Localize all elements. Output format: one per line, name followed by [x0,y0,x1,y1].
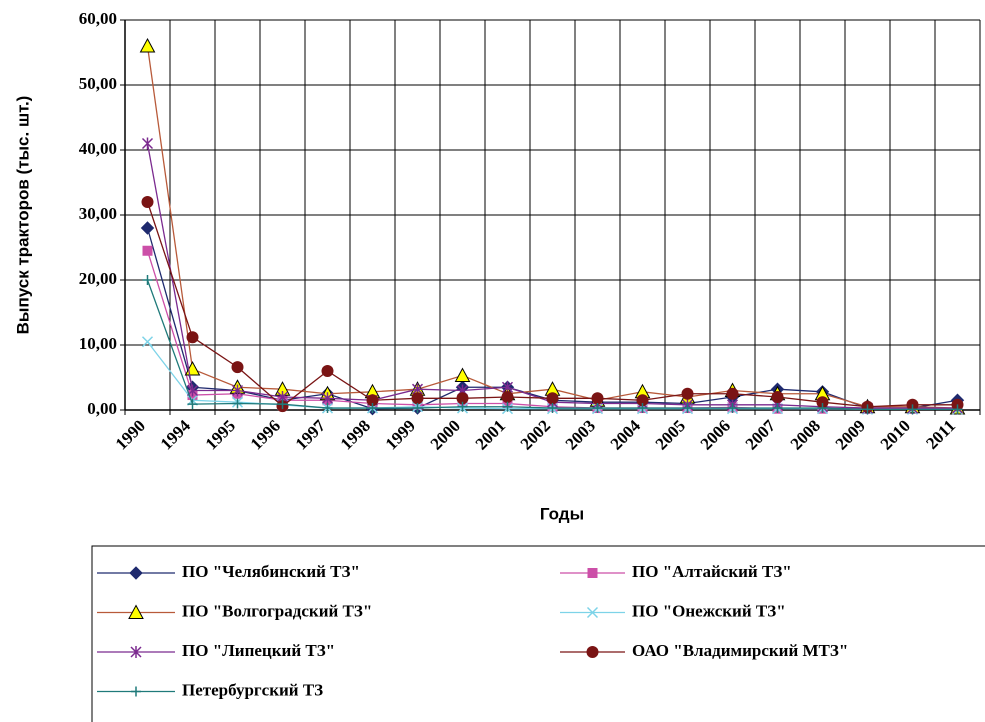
legend-label: ОАО "Владимирский МТЗ" [632,641,848,660]
x-tick-label: 2005 [652,416,689,453]
marker [771,391,784,403]
marker [141,137,154,150]
marker [277,399,288,410]
marker [586,646,599,658]
marker [131,686,141,697]
legend-label: ПО "Алтайский ТЗ" [632,562,792,581]
marker [232,398,243,409]
x-tick-label: 2006 [697,416,734,453]
series-line [146,143,958,409]
marker [129,566,143,580]
marker [187,399,198,410]
marker [907,404,918,415]
marker [681,387,694,400]
legend-label: Петербургский ТЗ [182,680,323,699]
x-tick-label: 1999 [382,416,419,453]
x-tick-label: 2009 [832,416,869,453]
marker [726,387,739,400]
legend-label: ПО "Волгоградский ТЗ" [182,601,372,620]
marker [586,606,599,619]
y-tick-label: 60,00 [79,9,117,28]
marker [727,403,738,414]
legend-box [91,545,985,722]
marker [456,392,469,405]
x-tick-label: 2003 [562,416,599,453]
marker [772,403,783,414]
marker [457,401,468,412]
y-tick-label: 30,00 [79,204,117,223]
x-tick-label: 2007 [742,416,780,454]
y-tick-label: 20,00 [79,269,117,288]
marker [952,404,963,415]
series-line [146,45,958,409]
x-tick-label: 2010 [877,416,914,453]
marker [367,403,378,414]
x-tick-label: 1998 [337,416,374,453]
series-line [146,201,958,408]
marker [636,394,649,407]
x-tick-label: 2008 [787,416,824,453]
marker [587,568,598,578]
marker [502,401,513,412]
marker [231,361,244,374]
marker [130,646,142,658]
marker [862,404,873,415]
marker [817,403,828,414]
marker [547,403,558,414]
marker [592,403,603,414]
y-tick-label: 40,00 [79,139,117,158]
x-tick-label: 1997 [292,416,330,454]
x-tick-label: 2002 [517,416,554,453]
y-axis-title: Выпуск тракторов (тыс. шт.) [13,96,32,335]
y-tick-label: 10,00 [79,334,117,353]
marker [816,396,829,409]
legend-label: ПО "Онежский ТЗ" [632,601,786,620]
marker [141,196,154,208]
legend-label: ПО "Липецкий ТЗ" [182,641,335,660]
legend-label: ПО "Челябинский ТЗ" [182,562,360,581]
marker [128,604,144,619]
marker [637,403,648,414]
marker [142,245,153,256]
x-tick-label: 1990 [112,416,149,453]
y-tick-label: 50,00 [79,74,117,93]
marker [142,275,153,285]
x-tick-label: 2004 [607,416,645,454]
marker [186,331,199,344]
marker [412,403,423,414]
marker [141,336,154,348]
marker [501,391,514,403]
x-tick-label: 1995 [202,416,239,453]
marker [140,221,155,235]
y-tick-label: 0,00 [87,399,117,418]
marker [231,384,244,397]
x-tick-label: 2001 [472,416,509,453]
marker [322,403,333,414]
marker [411,392,424,405]
marker [682,403,693,414]
marker [454,367,471,383]
marker [366,394,379,407]
marker [321,365,334,377]
marker [139,37,156,53]
marker [546,392,559,405]
x-tick-label: 1994 [157,416,195,454]
marker [321,392,334,405]
x-axis-title: Годы [540,504,584,523]
x-tick-label: 2000 [427,416,464,453]
marker [591,392,604,405]
x-tick-label: 1996 [247,416,284,453]
x-tick-label: 2011 [922,416,959,453]
